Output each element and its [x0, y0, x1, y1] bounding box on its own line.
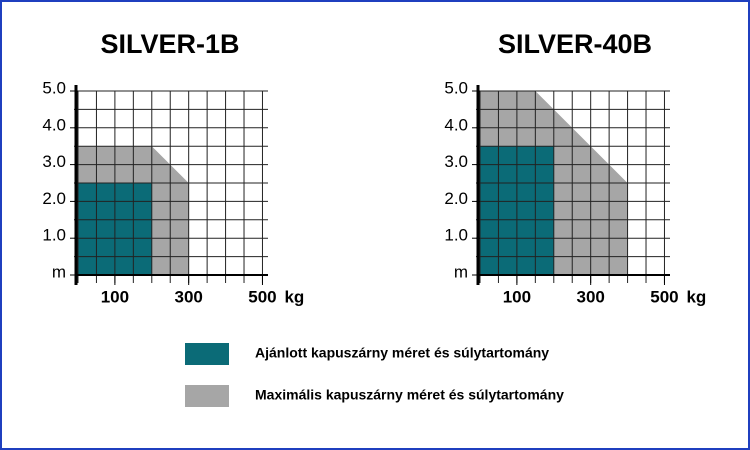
chart-title: SILVER-40B: [498, 29, 652, 59]
x-unit: kg: [686, 287, 706, 306]
y-tick-label: m: [454, 262, 468, 281]
y-tick-label: 3.0: [42, 152, 66, 171]
legend-label: Ajánlott kapuszárny méret és súlytartomá…: [255, 345, 549, 361]
y-tick-label: 1.0: [42, 226, 66, 245]
x-tick-label: 300: [576, 287, 604, 306]
x-tick-label: 100: [101, 287, 129, 306]
y-tick-label: 2.0: [444, 189, 468, 208]
y-tick-label: 5.0: [444, 78, 468, 97]
y-tick-label: 3.0: [444, 152, 468, 171]
y-tick-label: 4.0: [444, 115, 468, 134]
y-tick-label: 5.0: [42, 78, 66, 97]
y-tick-label: 4.0: [42, 115, 66, 134]
chart-title: SILVER-1B: [100, 29, 239, 59]
y-tick-label: m: [52, 262, 66, 281]
y-tick-label: 1.0: [444, 226, 468, 245]
x-tick-label: 300: [174, 287, 202, 306]
legend-swatch: [185, 385, 229, 407]
x-tick-label: 500: [650, 287, 678, 306]
x-tick-label: 500: [248, 287, 276, 306]
x-tick-label: 100: [503, 287, 531, 306]
y-tick-label: 2.0: [42, 189, 66, 208]
legend-swatch: [185, 343, 229, 365]
x-unit: kg: [284, 287, 304, 306]
legend-label: Maximális kapuszárny méret és súlytartom…: [255, 387, 564, 403]
